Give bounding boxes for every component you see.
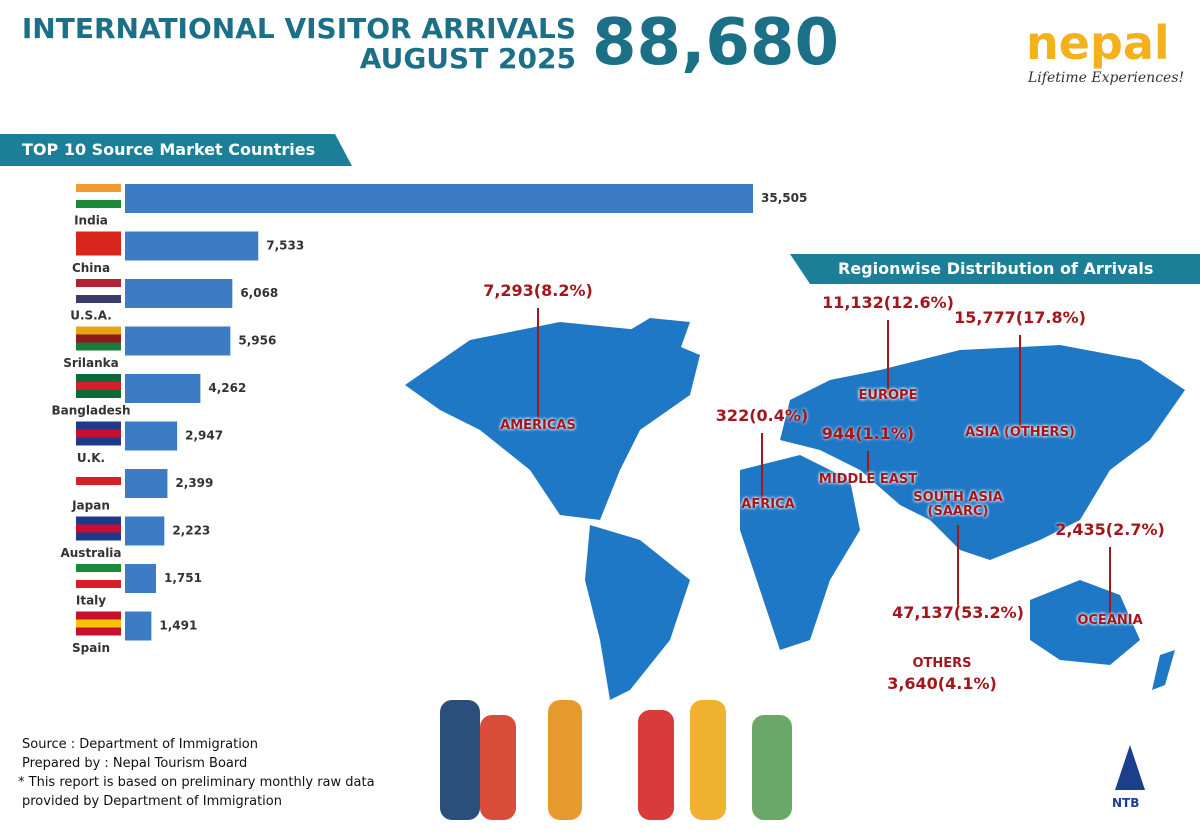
flag bbox=[76, 429, 121, 438]
flag bbox=[76, 279, 121, 287]
region-name: EUROPE bbox=[858, 388, 918, 403]
category-label: China bbox=[72, 261, 110, 275]
flag bbox=[76, 469, 121, 477]
flag bbox=[76, 524, 121, 533]
value-label: 7,533 bbox=[266, 239, 304, 253]
section-band bbox=[0, 134, 352, 166]
flag bbox=[76, 580, 121, 588]
flag bbox=[76, 239, 121, 248]
value-label: 2,223 bbox=[172, 524, 210, 538]
region-name: ASIA (OTHERS) bbox=[965, 425, 1075, 440]
bar bbox=[125, 326, 231, 356]
value-label: 6,068 bbox=[240, 286, 278, 300]
bar bbox=[125, 564, 156, 593]
flag bbox=[76, 611, 121, 620]
category-label: India bbox=[74, 214, 108, 228]
category-label: Japan bbox=[71, 499, 110, 513]
category-label: Italy bbox=[76, 594, 106, 608]
travelers-illustration bbox=[440, 700, 792, 820]
value-label: 1,751 bbox=[164, 571, 202, 585]
flag bbox=[76, 390, 121, 398]
value-label: 2,399 bbox=[175, 476, 213, 490]
region-name: AMERICAS bbox=[500, 418, 576, 433]
bar bbox=[125, 374, 201, 403]
category-label: U.S.A. bbox=[70, 309, 112, 323]
region-value: 2,435(2.7%) bbox=[1055, 520, 1165, 539]
flag bbox=[76, 485, 121, 493]
flag bbox=[76, 564, 121, 572]
footer-line: Prepared by : Nepal Tourism Board bbox=[22, 756, 248, 771]
region-value: 3,640(4.1%) bbox=[887, 674, 997, 693]
flag bbox=[76, 342, 121, 351]
region-value: 11,132(12.6%) bbox=[822, 293, 954, 312]
flag bbox=[76, 619, 121, 628]
region-name: OTHERS bbox=[912, 656, 972, 671]
flag bbox=[76, 532, 121, 541]
flag bbox=[76, 477, 121, 485]
region-name: AFRICA bbox=[741, 497, 795, 512]
region-name: MIDDLE EAST bbox=[818, 472, 918, 487]
subtitle: AUGUST 2025 bbox=[359, 42, 576, 75]
flag bbox=[76, 374, 121, 382]
flag bbox=[76, 326, 121, 335]
flag bbox=[76, 421, 121, 430]
logo: nepal bbox=[1026, 16, 1170, 70]
flag bbox=[76, 295, 121, 303]
category-label: Australia bbox=[60, 546, 121, 560]
ntb-badge: NTB bbox=[1112, 796, 1140, 810]
flag bbox=[76, 200, 121, 208]
value-label: 1,491 bbox=[159, 619, 197, 633]
flag bbox=[76, 287, 121, 295]
bar bbox=[125, 184, 753, 213]
flag bbox=[76, 516, 121, 525]
total-arrivals: 88,680 bbox=[592, 6, 839, 80]
value-label: 2,947 bbox=[185, 429, 223, 443]
footer-line: provided by Department of Immigration bbox=[22, 794, 282, 809]
bar bbox=[125, 279, 233, 308]
flag bbox=[76, 437, 121, 446]
region-value: 7,293(8.2%) bbox=[483, 281, 593, 300]
section-band bbox=[790, 254, 1200, 284]
value-label: 35,505 bbox=[761, 191, 807, 205]
flag bbox=[76, 382, 121, 390]
bar bbox=[125, 231, 259, 261]
flag bbox=[76, 192, 121, 200]
world-map bbox=[405, 318, 1185, 700]
flag bbox=[76, 334, 121, 343]
value-label: 5,956 bbox=[238, 334, 276, 348]
category-label: Spain bbox=[72, 641, 110, 655]
footer-line: * This report is based on preliminary mo… bbox=[18, 775, 375, 790]
region-value: 15,777(17.8%) bbox=[954, 308, 1086, 327]
region-name: SOUTH ASIA (SAARC) bbox=[913, 490, 1003, 519]
bar bbox=[125, 469, 168, 498]
bar bbox=[125, 611, 152, 641]
bar bbox=[125, 516, 165, 546]
flag bbox=[76, 184, 121, 192]
bar-chart-title: TOP 10 Source Market Countries bbox=[22, 140, 316, 159]
region-value: 322(0.4%) bbox=[715, 406, 809, 425]
bar bbox=[125, 421, 178, 451]
flag bbox=[76, 572, 121, 580]
region-value: 47,137(53.2%) bbox=[892, 603, 1024, 622]
footer-line: Source : Department of Immigration bbox=[22, 737, 258, 752]
flag bbox=[76, 247, 121, 256]
value-label: 4,262 bbox=[208, 381, 246, 395]
region-name: OCEANIA bbox=[1077, 613, 1143, 628]
tagline: Lifetime Experiences! bbox=[1028, 70, 1185, 86]
title: INTERNATIONAL VISITOR ARRIVALS bbox=[21, 12, 576, 45]
flag bbox=[76, 627, 121, 636]
flag bbox=[76, 231, 121, 240]
category-label: Bangladesh bbox=[51, 404, 130, 418]
category-label: U.K. bbox=[77, 451, 105, 465]
ntb-emblem bbox=[1115, 745, 1145, 790]
category-label: Srilanka bbox=[63, 356, 119, 370]
region-value: 944(1.1%) bbox=[821, 424, 915, 443]
map-title: Regionwise Distribution of Arrivals bbox=[838, 259, 1154, 278]
leader-lines bbox=[537, 308, 1111, 620]
